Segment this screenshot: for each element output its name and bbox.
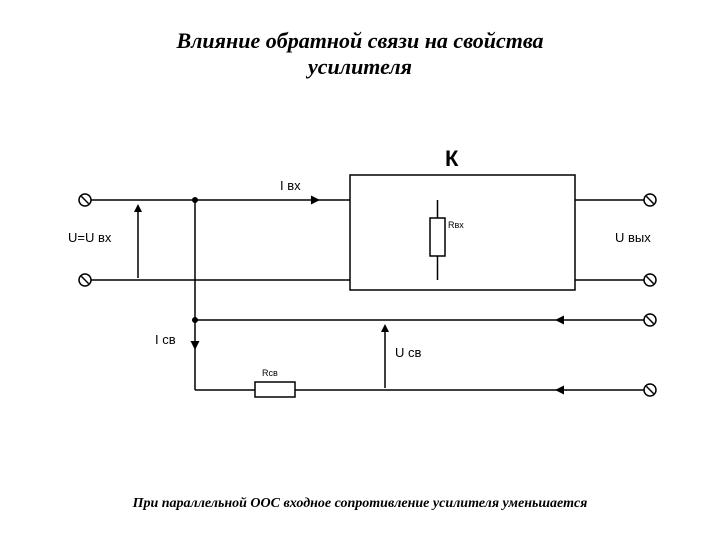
- title-line2: усилителя: [0, 54, 720, 80]
- label-u-fb: U св: [395, 345, 421, 360]
- label-r-in: Rвх: [448, 220, 464, 230]
- page-title: Влияние обратной связи на свойства усили…: [0, 0, 720, 81]
- label-u-in: U=U вх: [68, 230, 111, 245]
- caption: При параллельной ООС входное сопротивлен…: [0, 496, 720, 512]
- circuit-svg: [0, 140, 720, 460]
- title-line1: Влияние обратной связи на свойства: [0, 28, 720, 54]
- circuit-diagram: К I вх U=U вх U вых I св U св Rвх Rсв: [0, 140, 720, 460]
- label-i-in: I вх: [280, 178, 301, 193]
- label-r-fb: Rсв: [262, 368, 278, 378]
- label-i-fb: I св: [155, 332, 176, 347]
- label-k: К: [445, 146, 458, 172]
- label-u-out: U вых: [615, 230, 651, 245]
